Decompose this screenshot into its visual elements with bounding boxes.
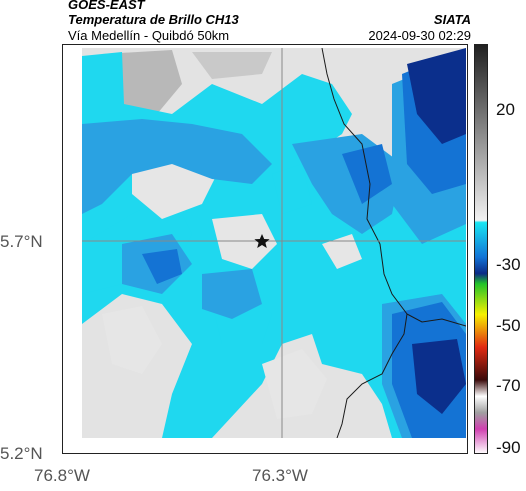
longitude-tick-76-3: 76.3°W (252, 466, 308, 485)
route-subtitle: Vía Medellín - Quibdó 50km (68, 28, 230, 43)
border-line (321, 48, 408, 438)
brightness-temperature-field (82, 48, 466, 438)
map-frame (62, 44, 468, 454)
star-icon (254, 234, 270, 248)
latitude-tick-5-7: 5.7°N (0, 232, 43, 251)
longitude-tick-76-8: 76.8°W (34, 466, 90, 485)
colorbar-tick-20: 20 (496, 100, 515, 119)
colorbar (474, 44, 488, 454)
satellite-label: GOES-EAST (68, 0, 145, 12)
latitude-tick-5-2: 5.2°N (0, 444, 43, 463)
colorbar-tick-minus-30: -30 (496, 255, 521, 274)
source-label: SIATA (433, 12, 471, 27)
satellite-map (62, 44, 468, 454)
border-line-east (406, 313, 466, 327)
datetime-label: 2024-09-30 02:29 (368, 28, 471, 43)
product-title: Temperatura de Brillo CH13 (68, 12, 239, 27)
colorbar-tick-minus-90: -90 (496, 438, 521, 457)
colorbar-tick-minus-50: -50 (496, 316, 521, 335)
colorbar-tick-minus-70: -70 (496, 376, 521, 395)
